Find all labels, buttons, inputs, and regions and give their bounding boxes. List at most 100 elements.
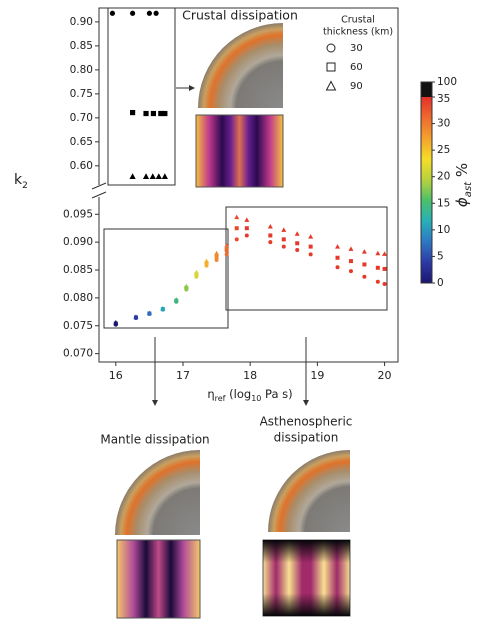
y-tick-label: 0.80 bbox=[70, 64, 93, 76]
y-axis-label-part: 2 bbox=[22, 181, 28, 191]
colorbar-tick-label: 0 bbox=[437, 277, 444, 289]
point bbox=[295, 241, 300, 246]
colorbar-label-part: % bbox=[453, 163, 471, 182]
point bbox=[162, 110, 168, 117]
x-axis-label-part: Pa s) bbox=[261, 387, 292, 401]
point bbox=[143, 110, 149, 117]
point bbox=[335, 244, 341, 249]
point bbox=[214, 250, 220, 256]
inset-box bbox=[103, 228, 229, 329]
point bbox=[348, 259, 353, 264]
colorbar-tick-label: 25 bbox=[437, 144, 450, 156]
point bbox=[294, 231, 300, 236]
point bbox=[335, 265, 340, 270]
point bbox=[183, 283, 189, 289]
point bbox=[173, 297, 179, 302]
point bbox=[234, 214, 240, 220]
point bbox=[295, 247, 300, 252]
mantle-wedge-image bbox=[115, 450, 200, 535]
point bbox=[133, 314, 139, 319]
point bbox=[382, 251, 388, 256]
y-tick-label: 0.090 bbox=[63, 236, 93, 248]
asthenosphere-heatmap-shade bbox=[263, 540, 350, 616]
y-tick-label: 0.65 bbox=[70, 136, 93, 148]
colorbar-tick-label: 20 bbox=[437, 171, 450, 183]
y-tick-label: 0.85 bbox=[70, 40, 93, 52]
point bbox=[158, 110, 164, 117]
y-axis-label-part: k bbox=[14, 172, 23, 188]
point bbox=[194, 272, 199, 277]
point bbox=[160, 305, 166, 311]
colorbar-tick-label: 100 bbox=[437, 76, 457, 88]
point bbox=[204, 261, 209, 266]
colorbar-tick-label: 35 bbox=[437, 93, 450, 105]
colorbar-label-part: ast bbox=[463, 181, 474, 197]
point bbox=[268, 233, 273, 238]
point bbox=[382, 266, 387, 271]
x-axis-label-part: ref bbox=[215, 394, 226, 403]
x-axis-label: ηref (log10 Pa s) bbox=[207, 387, 292, 404]
colorbar-tick-label: 15 bbox=[437, 197, 450, 209]
x-axis-label-part: 10 bbox=[251, 394, 261, 403]
point bbox=[268, 240, 273, 245]
point bbox=[204, 258, 210, 264]
colorbar-tick-label: 5 bbox=[437, 250, 444, 262]
point bbox=[281, 244, 286, 249]
point bbox=[234, 226, 239, 231]
point bbox=[224, 247, 229, 252]
colorbar-tick-label: 10 bbox=[437, 224, 450, 236]
point bbox=[348, 269, 353, 274]
annotation: Mantle dissipation bbox=[100, 433, 209, 447]
point bbox=[129, 109, 136, 116]
x-tick-label: 16 bbox=[109, 369, 123, 382]
point bbox=[335, 255, 340, 260]
point bbox=[146, 10, 152, 16]
annotation: Crustal dissipation bbox=[182, 8, 298, 23]
crust-heatmap bbox=[195, 114, 284, 188]
y-tick-label: 0.070 bbox=[63, 348, 93, 360]
asthenosphere-wedge-image bbox=[268, 450, 350, 532]
y-tick-label: 0.75 bbox=[70, 88, 93, 100]
y-tick-label: 0.60 bbox=[70, 160, 93, 172]
y-tick-label: 0.095 bbox=[63, 208, 93, 220]
x-tick-label: 17 bbox=[176, 369, 190, 382]
point bbox=[129, 10, 136, 16]
point bbox=[244, 226, 249, 231]
colorbar bbox=[421, 97, 432, 283]
point bbox=[142, 173, 150, 179]
legend-label: 60 bbox=[350, 62, 363, 73]
point bbox=[375, 265, 380, 270]
point bbox=[267, 224, 273, 229]
point bbox=[129, 173, 136, 179]
point bbox=[308, 244, 313, 249]
x-tick-label: 20 bbox=[378, 369, 392, 382]
legend-title: Crustal bbox=[341, 15, 375, 26]
colorbar-tick-label: 30 bbox=[437, 118, 450, 130]
point bbox=[308, 252, 313, 257]
point bbox=[244, 217, 250, 222]
crust-wedge-image bbox=[198, 23, 283, 108]
point bbox=[224, 252, 229, 257]
x-tick-label: 19 bbox=[310, 369, 324, 382]
point bbox=[382, 281, 387, 286]
colorbar-label-part: ϕ bbox=[453, 197, 471, 207]
legend-title: thickness (km) bbox=[323, 27, 393, 38]
colorbar-top bbox=[421, 82, 432, 97]
legend-marker bbox=[326, 43, 336, 53]
point bbox=[153, 10, 159, 16]
point bbox=[214, 254, 219, 259]
x-axis-label-part: η bbox=[207, 387, 214, 401]
point bbox=[348, 246, 354, 251]
point bbox=[281, 227, 287, 232]
x-tick-label: 18 bbox=[243, 369, 257, 382]
y-tick-label: 0.080 bbox=[63, 292, 93, 304]
axis-break-mark bbox=[91, 182, 107, 190]
point bbox=[149, 173, 156, 179]
point bbox=[146, 310, 152, 315]
point bbox=[214, 257, 219, 262]
upper-inset-box bbox=[107, 7, 176, 186]
y-axis-label: k2 bbox=[14, 172, 28, 191]
y-tick-label: 0.90 bbox=[70, 16, 93, 28]
point bbox=[113, 319, 119, 325]
